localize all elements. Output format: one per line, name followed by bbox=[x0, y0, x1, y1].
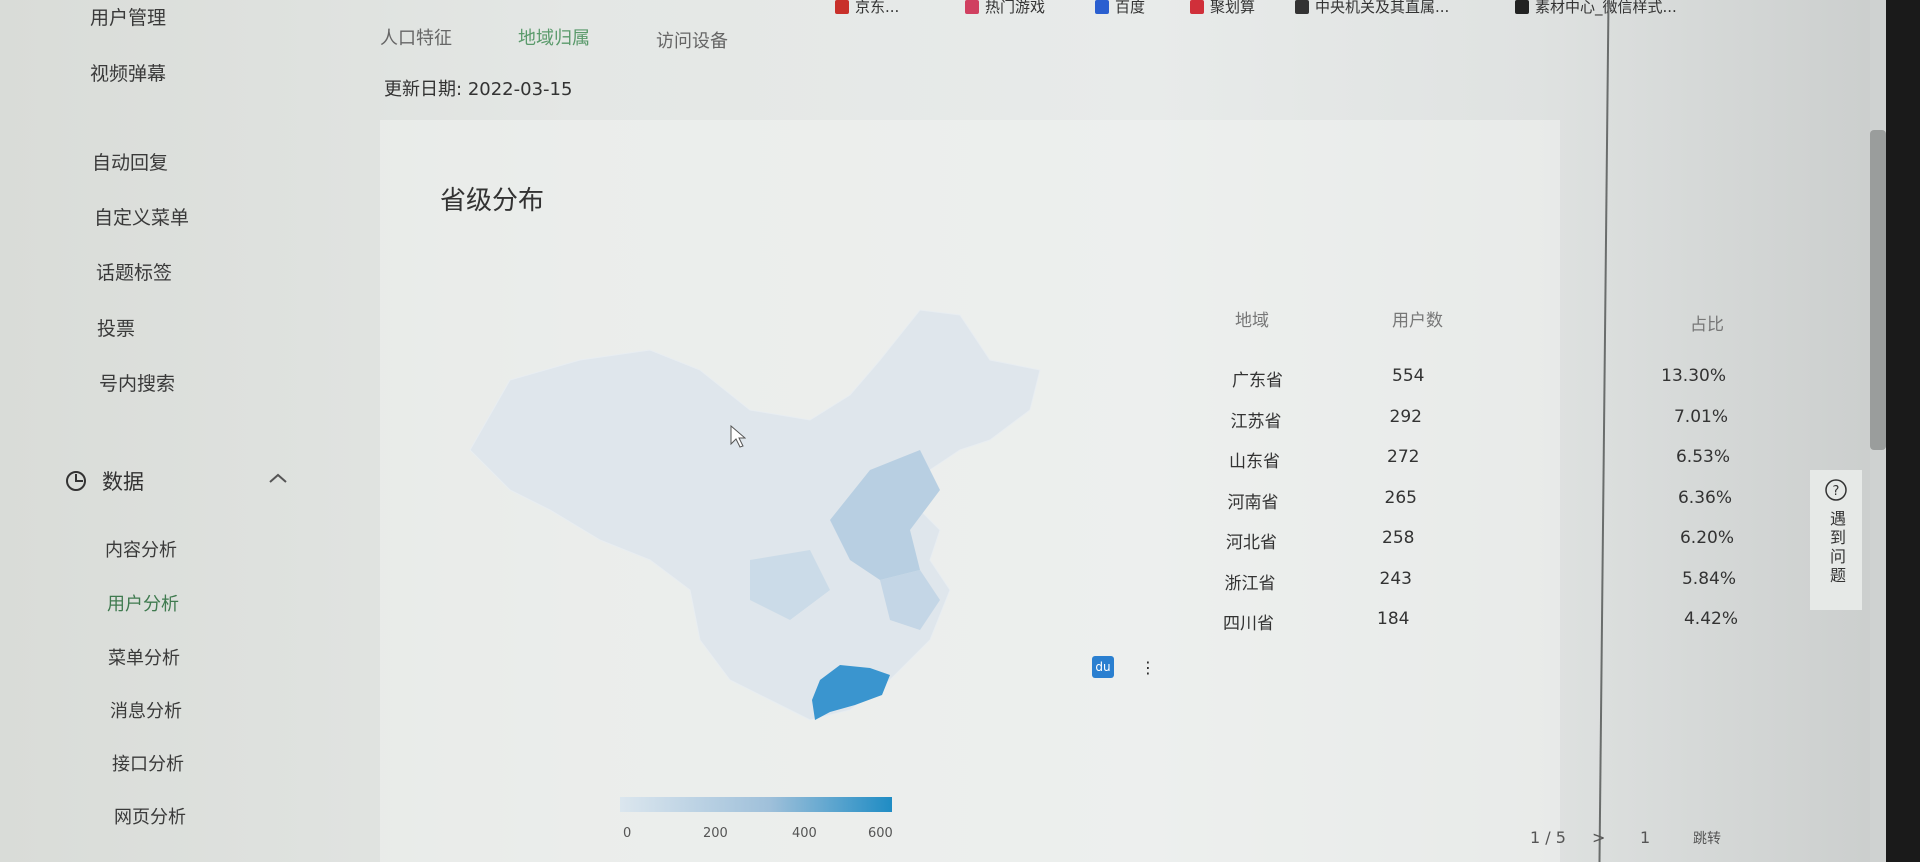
help-label: 遇到问题 bbox=[1827, 510, 1846, 586]
tab-region[interactable]: 地域归属 bbox=[518, 28, 590, 49]
legend-tick: 0 bbox=[623, 826, 632, 841]
question-icon: ? bbox=[1825, 479, 1847, 501]
cell-ratio: 13.30% bbox=[1661, 366, 1726, 386]
bookmark-item[interactable]: 中央机关及其直属... bbox=[1295, 0, 1449, 17]
legend-tick: 400 bbox=[792, 826, 817, 841]
bookmark-label: 聚划算 bbox=[1210, 0, 1256, 16]
mouse-cursor-icon bbox=[730, 425, 746, 448]
cell-region: 山东省 bbox=[1229, 452, 1280, 472]
map-region-east bbox=[880, 570, 940, 630]
bookmark-label: 中央机关及其直属... bbox=[1315, 0, 1450, 16]
bookmark-icon bbox=[1515, 0, 1529, 14]
sidebar-item-vote[interactable]: 投票 bbox=[97, 318, 136, 340]
update-value: 2022-03-15 bbox=[467, 79, 573, 100]
bookmark-icon bbox=[1190, 0, 1204, 14]
svg-text:?: ? bbox=[1833, 484, 1840, 499]
tab-demographics[interactable]: 人口特征 bbox=[380, 28, 452, 49]
cell-users: 292 bbox=[1389, 406, 1422, 427]
sidebar-sub-api-analysis[interactable]: 接口分析 bbox=[112, 754, 184, 775]
cell-users: 243 bbox=[1379, 568, 1412, 589]
scrollbar-thumb[interactable] bbox=[1870, 130, 1886, 450]
screen-bezel bbox=[1886, 0, 1920, 862]
legend-color-bar[interactable] bbox=[620, 797, 892, 812]
bookmark-label: 热门游戏 bbox=[985, 0, 1046, 16]
map-region-china bbox=[469, 309, 1041, 721]
bookmark-icon bbox=[835, 0, 849, 14]
scrollbar[interactable] bbox=[1870, 0, 1886, 862]
cell-region: 江苏省 bbox=[1230, 411, 1282, 432]
cell-region: 河南省 bbox=[1227, 492, 1279, 513]
bookmarks-bar: 京东... 热门游戏 百度 聚划算 中央机关及其直属... 素材中心_微信样式... bbox=[0, 0, 1920, 18]
bookmark-item[interactable]: 素材中心_微信样式... bbox=[1515, 0, 1677, 17]
cell-region: 浙江省 bbox=[1224, 573, 1276, 594]
screen-divider bbox=[1598, 0, 1610, 862]
pie-chart-icon bbox=[66, 471, 86, 491]
cell-users: 265 bbox=[1384, 487, 1417, 508]
cell-region: 四川省 bbox=[1223, 614, 1274, 634]
cell-users: 272 bbox=[1387, 447, 1420, 467]
cell-ratio: 4.42% bbox=[1683, 609, 1738, 629]
bookmark-item[interactable]: 聚划算 bbox=[1190, 0, 1255, 17]
sidebar-item-video-danmaku[interactable]: 视频弹幕 bbox=[90, 63, 167, 85]
china-map bbox=[469, 309, 1041, 721]
go-button[interactable]: 跳转 bbox=[1693, 831, 1721, 847]
update-date: 更新日期: 2022-03-15 bbox=[384, 75, 572, 101]
sidebar-sub-user-analysis[interactable]: 用户分析 bbox=[107, 594, 179, 615]
sidebar-item-topic-tags[interactable]: 话题标签 bbox=[96, 262, 173, 284]
bookmark-icon bbox=[1295, 0, 1309, 14]
cell-region: 河北省 bbox=[1226, 533, 1277, 553]
sidebar-item-custom-menu[interactable]: 自定义菜单 bbox=[94, 207, 190, 229]
table-header-region: 地域 bbox=[1235, 311, 1269, 331]
cell-ratio: 6.36% bbox=[1677, 487, 1732, 508]
legend-tick: 600 bbox=[868, 826, 893, 841]
legend-tick: 200 bbox=[703, 826, 728, 841]
cell-ratio: 5.84% bbox=[1681, 568, 1736, 589]
cell-ratio: 6.20% bbox=[1679, 528, 1734, 548]
bookmark-label: 百度 bbox=[1115, 0, 1146, 16]
bookmark-item[interactable]: 热门游戏 bbox=[965, 0, 1045, 17]
table-header-users: 用户数 bbox=[1392, 311, 1443, 331]
sidebar-sub-menu-analysis[interactable]: 菜单分析 bbox=[108, 648, 180, 669]
more-icon[interactable]: ⋮ bbox=[1140, 658, 1156, 677]
table-header-ratio: 占比 bbox=[1690, 315, 1724, 335]
sidebar-item-auto-reply[interactable]: 自动回复 bbox=[92, 152, 169, 174]
cell-users: 184 bbox=[1377, 609, 1410, 629]
sidebar-sub-message-analysis[interactable]: 消息分析 bbox=[110, 701, 182, 722]
map-region-sichuan bbox=[750, 550, 830, 620]
bookmark-label: 京东... bbox=[855, 0, 900, 16]
chevron-up-icon[interactable] bbox=[268, 472, 288, 484]
cell-ratio: 7.01% bbox=[1673, 406, 1728, 427]
cell-ratio: 6.53% bbox=[1675, 447, 1730, 467]
cell-users: 554 bbox=[1392, 366, 1425, 386]
sidebar-sub-content-analysis[interactable]: 内容分析 bbox=[105, 540, 177, 561]
update-label: 更新日期: bbox=[384, 79, 463, 100]
du-extension-icon[interactable]: du bbox=[1092, 656, 1114, 678]
page-input[interactable]: 1 bbox=[1640, 828, 1651, 847]
bookmark-label: 素材中心_微信样式... bbox=[1535, 0, 1677, 16]
tab-device[interactable]: 访问设备 bbox=[656, 31, 728, 52]
bookmark-icon bbox=[1095, 0, 1109, 14]
sidebar-sub-web-analysis[interactable]: 网页分析 bbox=[114, 807, 186, 828]
help-button[interactable]: ? 遇到问题 bbox=[1810, 470, 1862, 610]
cell-region: 广东省 bbox=[1232, 371, 1283, 391]
sidebar-item-search[interactable]: 号内搜索 bbox=[99, 373, 176, 395]
card-title: 省级分布 bbox=[440, 186, 545, 216]
bookmark-item[interactable]: 百度 bbox=[1095, 0, 1145, 17]
next-page-button[interactable]: > bbox=[1592, 828, 1606, 847]
map-region-guangdong bbox=[812, 665, 890, 720]
cell-users: 258 bbox=[1382, 528, 1415, 548]
bookmark-item[interactable]: 京东... bbox=[835, 0, 899, 17]
map-region-north-china bbox=[830, 450, 940, 580]
sidebar-section-label: 数据 bbox=[102, 470, 144, 494]
bookmark-icon bbox=[965, 0, 979, 14]
page-indicator: 1 / 5 bbox=[1530, 828, 1566, 847]
sidebar-item-user-management[interactable]: 用户管理 bbox=[90, 7, 167, 29]
sidebar-section-data[interactable]: 数据 bbox=[64, 466, 144, 496]
